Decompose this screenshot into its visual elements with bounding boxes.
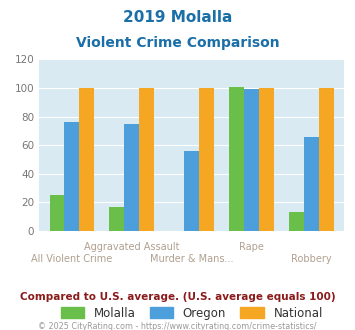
Bar <box>50 195 65 231</box>
Text: 2019 Molalla: 2019 Molalla <box>123 10 232 25</box>
Text: Compared to U.S. average. (U.S. average equals 100): Compared to U.S. average. (U.S. average … <box>20 292 335 302</box>
Text: Rape: Rape <box>239 243 264 252</box>
Bar <box>304 137 319 231</box>
Bar <box>229 86 244 231</box>
Text: Aggravated Assault: Aggravated Assault <box>84 243 180 252</box>
Bar <box>184 151 199 231</box>
Bar <box>244 89 259 231</box>
Bar <box>124 124 139 231</box>
Bar <box>319 88 334 231</box>
Bar <box>139 88 154 231</box>
Bar <box>65 122 80 231</box>
Bar <box>199 88 214 231</box>
Bar <box>80 88 94 231</box>
Text: Murder & Mans...: Murder & Mans... <box>150 254 234 264</box>
Text: © 2025 CityRating.com - https://www.cityrating.com/crime-statistics/: © 2025 CityRating.com - https://www.city… <box>38 322 317 330</box>
Bar <box>259 88 274 231</box>
Bar <box>109 207 124 231</box>
Text: Robbery: Robbery <box>291 254 332 264</box>
Text: Violent Crime Comparison: Violent Crime Comparison <box>76 36 279 50</box>
Bar <box>289 213 304 231</box>
Text: All Violent Crime: All Violent Crime <box>31 254 113 264</box>
Legend: Molalla, Oregon, National: Molalla, Oregon, National <box>56 302 327 325</box>
